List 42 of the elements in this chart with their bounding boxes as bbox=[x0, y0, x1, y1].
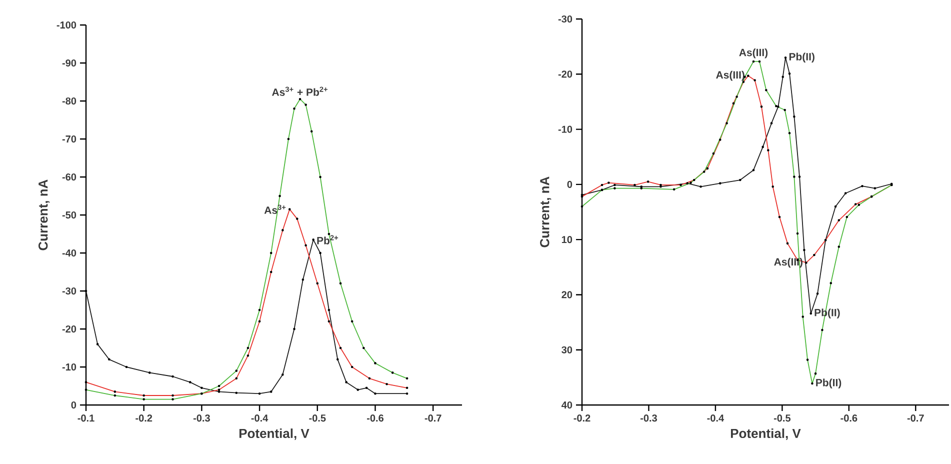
y-tick-label: 0 bbox=[71, 401, 76, 409]
annotation: As(III) bbox=[716, 70, 744, 81]
y-tick-label: -30 bbox=[558, 15, 572, 23]
annotation: Pb(II) bbox=[816, 378, 842, 388]
y-tick-label: -40 bbox=[62, 249, 76, 257]
y-tick-label: -10 bbox=[558, 126, 572, 133]
x-tick-label: -0.6 bbox=[840, 414, 858, 422]
x-tick-label: -0.5 bbox=[774, 414, 791, 422]
x-axis-title: Potential, V bbox=[239, 428, 310, 440]
y-tick-label: 30 bbox=[562, 346, 572, 354]
y-tick-label: -90 bbox=[62, 59, 76, 67]
y-tick-label: -20 bbox=[62, 325, 76, 333]
y-tick-label: -100 bbox=[56, 21, 76, 29]
y-tick-label: -60 bbox=[62, 173, 76, 181]
annotation: Pb(II) bbox=[789, 52, 814, 62]
annotation: As(III) bbox=[739, 48, 768, 58]
y-axis-title: Current, nA bbox=[540, 176, 552, 248]
y-tick-label: -80 bbox=[62, 97, 76, 105]
x-tick-label: -0.2 bbox=[574, 414, 590, 422]
x-tick-label: -0.7 bbox=[907, 414, 924, 422]
x-tick-label: -0.3 bbox=[193, 414, 210, 422]
y-tick-label: 40 bbox=[562, 401, 572, 409]
x-tick-label: -0.6 bbox=[367, 414, 384, 422]
x-tick-label: -0.1 bbox=[78, 414, 94, 422]
x-tick-label: -0.3 bbox=[640, 414, 657, 422]
x-tick-label: -0.5 bbox=[309, 414, 326, 422]
y-axis-title: Current, nA bbox=[38, 180, 50, 250]
x-tick-label: -0.2 bbox=[136, 414, 152, 422]
annotation: As$^{3+}$ + Pb$^{2+}$ bbox=[272, 86, 328, 96]
annotation: Pb$^{2+}$ bbox=[317, 235, 338, 244]
x-tick-label: -0.7 bbox=[424, 414, 442, 422]
y-tick-label: -20 bbox=[558, 70, 572, 78]
y-tick-label: 10 bbox=[562, 236, 572, 244]
y-tick-label: -70 bbox=[62, 135, 76, 143]
y-tick-label: 0 bbox=[567, 180, 572, 188]
x-tick-label: -0.4 bbox=[707, 414, 724, 422]
y-tick-label: -50 bbox=[62, 211, 76, 219]
y-tick-label: -10 bbox=[62, 363, 76, 371]
y-tick-label: 20 bbox=[562, 291, 572, 298]
y-tick-label: -30 bbox=[62, 287, 76, 295]
x-axis-title: Potential, V bbox=[730, 428, 801, 440]
x-tick-label: -0.4 bbox=[251, 414, 268, 422]
